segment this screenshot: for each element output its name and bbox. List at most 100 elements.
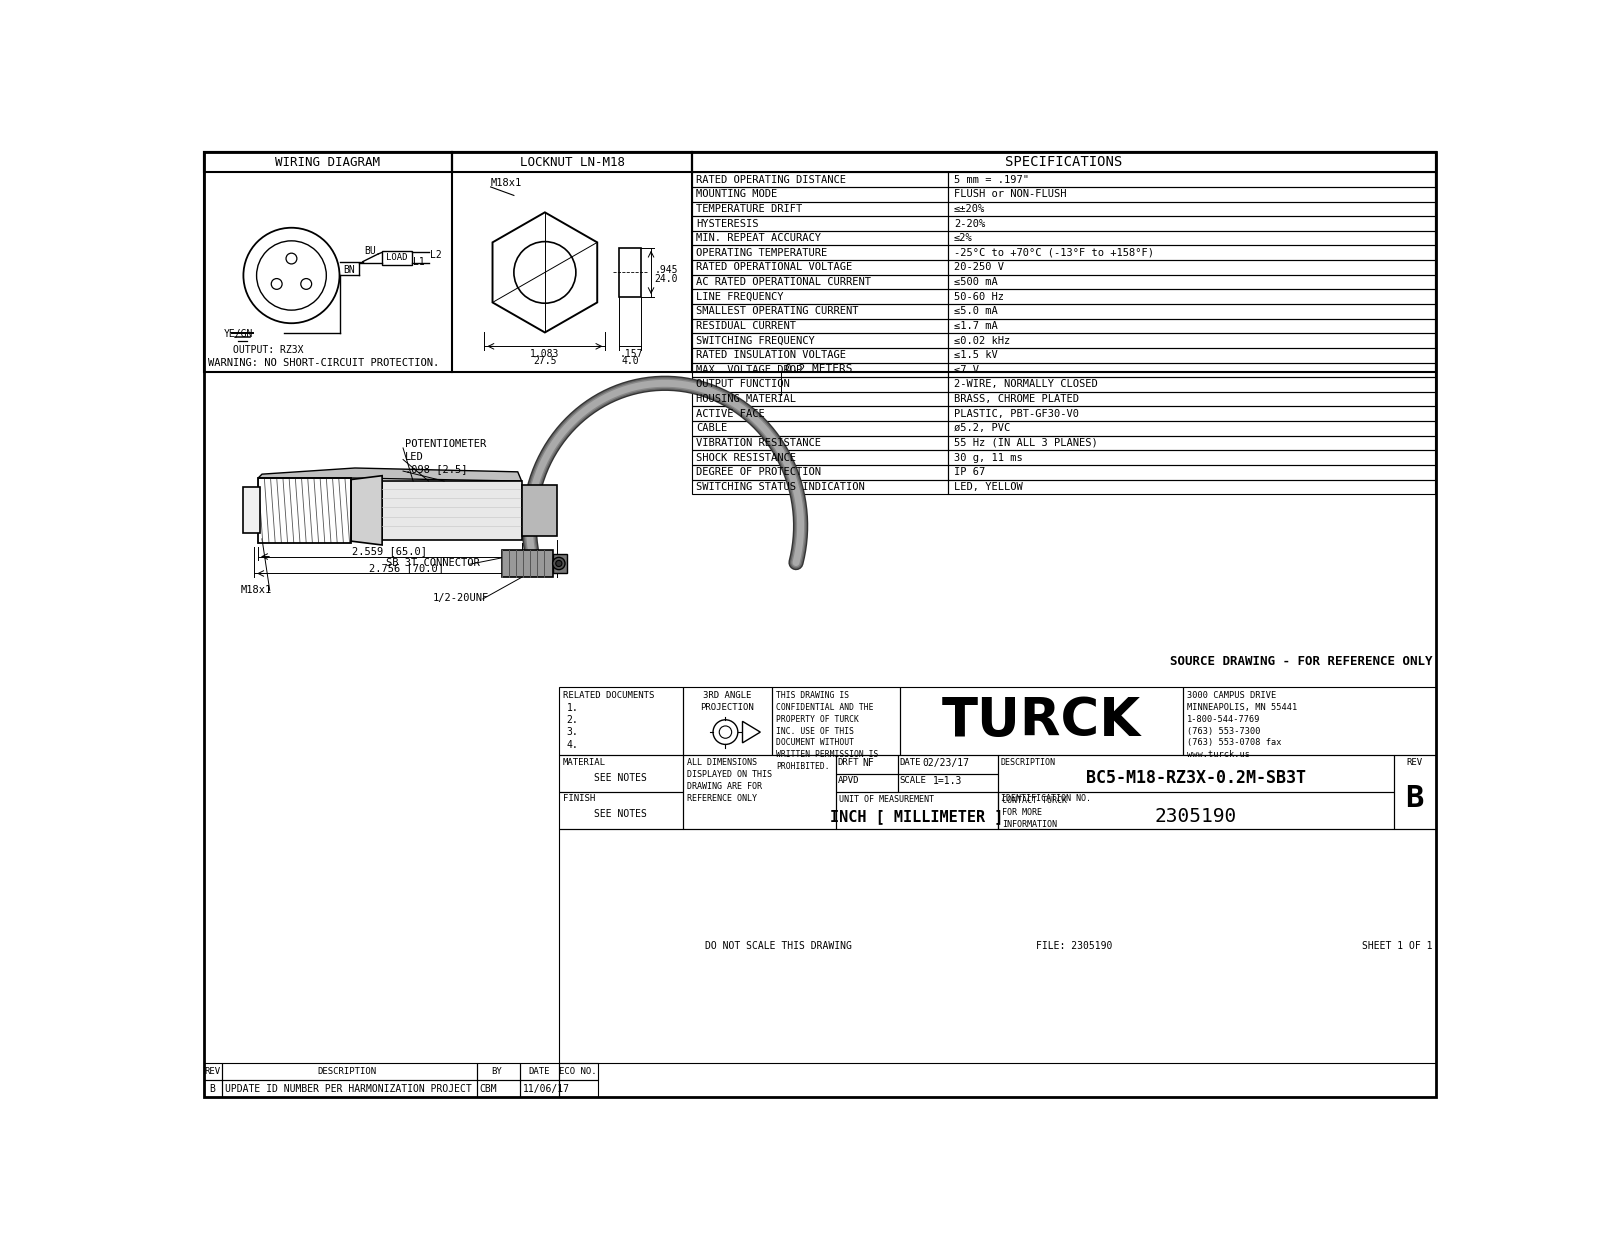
Bar: [947, 377, 1435, 392]
Text: SPECIFICATIONS: SPECIFICATIONS: [1005, 156, 1123, 169]
Bar: [898, 756, 998, 773]
Bar: [693, 480, 947, 494]
Bar: [898, 773, 998, 792]
Bar: [693, 260, 947, 275]
Text: RATED OPERATIONAL VOLTAGE: RATED OPERATIONAL VOLTAGE: [696, 262, 853, 272]
Text: .945: .945: [654, 265, 678, 275]
Bar: [382, 251, 411, 265]
Text: ECO NO.: ECO NO.: [560, 1068, 597, 1076]
Text: SMALLEST OPERATING CURRENT: SMALLEST OPERATING CURRENT: [696, 307, 859, 317]
Text: 3RD ANGLE
PROJECTION: 3RD ANGLE PROJECTION: [701, 691, 754, 713]
Text: AC RATED OPERATIONAL CURRENT: AC RATED OPERATIONAL CURRENT: [696, 277, 870, 287]
Text: BC5-M18-RZ3X-0.2M-SB3T: BC5-M18-RZ3X-0.2M-SB3T: [1086, 769, 1306, 787]
Text: ≤1.7 mA: ≤1.7 mA: [954, 320, 998, 332]
Bar: [558, 688, 683, 756]
Polygon shape: [258, 468, 522, 481]
Text: 50-60 Hz: 50-60 Hz: [954, 292, 1005, 302]
Bar: [258, 477, 350, 543]
Text: 20-250 V: 20-250 V: [954, 262, 1005, 272]
Text: ≤±20%: ≤±20%: [954, 204, 986, 214]
Text: 02/23/17: 02/23/17: [922, 758, 970, 768]
Text: MATERIAL: MATERIAL: [563, 757, 606, 767]
Text: OPERATING TEMPERATURE: OPERATING TEMPERATURE: [696, 247, 827, 257]
Bar: [947, 465, 1435, 480]
Bar: [222, 1080, 477, 1097]
Text: DESCRIPTION: DESCRIPTION: [1000, 757, 1056, 767]
Bar: [947, 319, 1435, 333]
Bar: [998, 792, 1394, 829]
Text: 30 g, 11 ms: 30 g, 11 ms: [954, 453, 1022, 463]
Text: 2.: 2.: [566, 715, 578, 725]
Bar: [835, 773, 898, 792]
Bar: [520, 1063, 558, 1080]
Text: 55 Hz (IN ALL 3 PLANES): 55 Hz (IN ALL 3 PLANES): [954, 438, 1098, 448]
Text: 1/2-20UNF: 1/2-20UNF: [432, 593, 488, 602]
Text: 24.0: 24.0: [654, 273, 678, 285]
Text: DO NOT SCALE THIS DRAWING: DO NOT SCALE THIS DRAWING: [704, 941, 851, 951]
Text: SOURCE DRAWING - FOR REFERENCE ONLY: SOURCE DRAWING - FOR REFERENCE ONLY: [1170, 656, 1432, 668]
Text: DEGREE OF PROTECTION: DEGREE OF PROTECTION: [696, 468, 821, 477]
Bar: [693, 304, 947, 319]
Bar: [947, 260, 1435, 275]
Text: 2305190: 2305190: [1155, 808, 1237, 826]
Text: APVD: APVD: [838, 776, 859, 785]
Text: SCALE: SCALE: [899, 776, 926, 785]
Bar: [947, 392, 1435, 407]
Bar: [693, 231, 947, 245]
Bar: [693, 202, 947, 216]
Text: WIRING DIAGRAM: WIRING DIAGRAM: [275, 156, 381, 168]
Text: REV: REV: [205, 1068, 221, 1076]
Bar: [451, 152, 693, 172]
Text: TEMPERATURE DRIFT: TEMPERATURE DRIFT: [696, 204, 802, 214]
Bar: [947, 304, 1435, 319]
Bar: [693, 465, 947, 480]
Bar: [558, 1080, 597, 1097]
Text: SEE NOTES: SEE NOTES: [594, 773, 648, 783]
Text: SWITCHING STATUS INDICATION: SWITCHING STATUS INDICATION: [696, 482, 864, 492]
Text: POTENTIOMETER: POTENTIOMETER: [405, 439, 486, 449]
Text: OUTPUT FUNCTION: OUTPUT FUNCTION: [696, 380, 790, 390]
Text: BY: BY: [491, 1068, 502, 1076]
Bar: [693, 421, 947, 435]
Bar: [693, 216, 947, 231]
Text: WARNING: NO SHORT-CIRCUIT PROTECTION.: WARNING: NO SHORT-CIRCUIT PROTECTION.: [208, 357, 438, 367]
Circle shape: [552, 558, 565, 569]
Bar: [382, 481, 522, 539]
Text: REV: REV: [1406, 758, 1422, 767]
Text: M18x1: M18x1: [242, 585, 272, 595]
Bar: [558, 1063, 597, 1080]
Text: DRFT: DRFT: [838, 758, 859, 767]
Text: 1=1.3: 1=1.3: [933, 776, 962, 785]
Bar: [502, 550, 552, 578]
Bar: [477, 1063, 520, 1080]
Bar: [947, 202, 1435, 216]
Text: UPDATE ID NUMBER PER HARMONIZATION PROJECT: UPDATE ID NUMBER PER HARMONIZATION PROJE…: [224, 1084, 472, 1094]
Bar: [947, 187, 1435, 202]
Text: CABLE: CABLE: [696, 423, 728, 433]
Bar: [947, 216, 1435, 231]
Text: RELATED DOCUMENTS: RELATED DOCUMENTS: [563, 690, 654, 699]
Bar: [520, 1080, 558, 1097]
Text: MAX. VOLTAGE DROP: MAX. VOLTAGE DROP: [696, 365, 802, 375]
Text: L1: L1: [413, 257, 426, 267]
Bar: [222, 1063, 477, 1080]
Text: BN: BN: [344, 265, 355, 275]
Text: VIBRATION RESISTANCE: VIBRATION RESISTANCE: [696, 438, 821, 448]
Bar: [947, 450, 1435, 465]
Bar: [835, 756, 898, 773]
Bar: [558, 792, 683, 829]
Text: ≤7 V: ≤7 V: [954, 365, 979, 375]
Text: SEE NOTES: SEE NOTES: [594, 809, 648, 819]
Text: 1.: 1.: [566, 703, 578, 713]
Bar: [947, 275, 1435, 289]
Text: FLUSH or NON-FLUSH: FLUSH or NON-FLUSH: [954, 189, 1067, 199]
Text: ≤0.02 kHz: ≤0.02 kHz: [954, 335, 1010, 345]
Bar: [947, 421, 1435, 435]
Text: B: B: [210, 1084, 216, 1094]
Text: DATE: DATE: [899, 758, 922, 767]
Bar: [947, 333, 1435, 348]
Bar: [243, 487, 259, 533]
Text: 4.0: 4.0: [621, 356, 640, 366]
Text: RATED OPERATING DISTANCE: RATED OPERATING DISTANCE: [696, 174, 846, 184]
Bar: [693, 172, 947, 187]
